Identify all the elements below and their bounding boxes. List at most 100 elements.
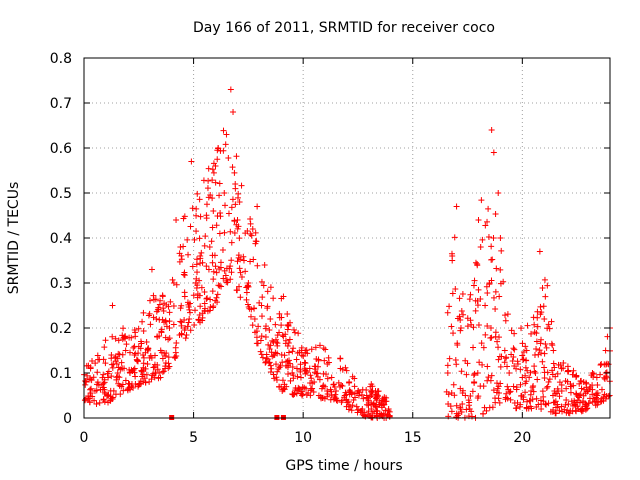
data-point — [469, 413, 476, 420]
data-point — [114, 370, 121, 377]
data-point — [185, 251, 192, 258]
data-point — [197, 319, 204, 326]
data-point — [217, 209, 224, 216]
data-point — [214, 299, 221, 306]
data-point — [291, 329, 298, 336]
data-point — [496, 399, 503, 406]
data-point — [204, 295, 211, 302]
data-point — [481, 404, 488, 411]
data-point — [367, 393, 374, 400]
data-point — [216, 180, 223, 187]
data-point — [301, 365, 308, 372]
data-point — [203, 295, 210, 302]
data-point — [311, 363, 318, 370]
data-point — [597, 398, 604, 405]
data-point — [313, 370, 320, 377]
data-point — [218, 283, 225, 290]
data-point — [173, 217, 180, 223]
data-point — [485, 234, 492, 241]
data-point — [585, 388, 592, 394]
data-point — [448, 408, 455, 415]
data-point — [214, 156, 221, 163]
data-point — [193, 228, 200, 235]
data-point — [273, 361, 280, 368]
data-point — [269, 337, 276, 344]
data-point — [348, 407, 355, 414]
data-point — [504, 383, 511, 390]
data-point — [159, 368, 166, 375]
data-point — [253, 328, 260, 335]
data-point — [486, 404, 493, 411]
data-point — [495, 190, 502, 196]
data-point — [119, 351, 126, 358]
data-point — [131, 352, 138, 358]
data-point — [166, 335, 173, 342]
data-point — [249, 226, 256, 232]
data-point — [123, 341, 130, 348]
data-point — [559, 408, 566, 415]
data-point — [368, 414, 375, 421]
data-point — [374, 393, 381, 400]
data-point — [204, 185, 211, 192]
data-point — [230, 109, 237, 115]
data-point — [508, 351, 515, 358]
data-point — [497, 280, 504, 287]
data-point — [572, 374, 579, 381]
data-point — [586, 395, 593, 402]
data-point — [247, 230, 254, 237]
x-tick-labels: 0 5 10 15 20 — [80, 430, 532, 446]
data-point — [257, 348, 264, 355]
data-point — [207, 296, 214, 303]
data-point — [293, 356, 300, 363]
data-point — [152, 369, 159, 376]
data-point — [470, 282, 477, 289]
data-point — [523, 357, 530, 364]
data-point — [137, 345, 144, 352]
data-point — [154, 361, 161, 368]
data-point — [564, 407, 571, 414]
data-point — [225, 210, 232, 217]
data-point — [302, 370, 309, 377]
data-point — [186, 306, 193, 313]
data-point — [466, 399, 473, 406]
data-point — [251, 305, 258, 312]
data-point — [496, 293, 503, 300]
data-point — [217, 264, 224, 271]
data-point — [514, 361, 521, 367]
data-point — [117, 391, 124, 398]
data-point — [210, 208, 217, 214]
data-point — [510, 383, 517, 390]
data-point — [487, 324, 494, 331]
data-point — [315, 356, 322, 363]
data-point — [198, 284, 205, 291]
data-point — [281, 352, 288, 359]
data-point — [192, 280, 199, 286]
data-point — [585, 400, 592, 407]
data-point — [324, 375, 331, 382]
data-point — [212, 179, 219, 186]
data-point — [589, 391, 596, 398]
data-point — [162, 317, 169, 324]
data-point — [203, 201, 210, 208]
data-point — [563, 409, 570, 416]
data-point — [342, 389, 349, 396]
data-point — [226, 265, 233, 272]
data-point — [160, 305, 167, 312]
data-point — [338, 399, 345, 406]
data-point — [188, 158, 195, 165]
data-point — [162, 352, 169, 359]
data-point — [571, 397, 578, 404]
data-point — [365, 397, 372, 404]
data-point — [185, 304, 192, 311]
data-point — [600, 394, 607, 401]
data-point — [458, 308, 465, 315]
data-point — [165, 354, 172, 361]
data-point — [229, 196, 236, 203]
data-point — [137, 338, 144, 345]
data-point — [251, 316, 258, 323]
data-point — [209, 252, 216, 259]
data-point — [516, 403, 523, 410]
data-point — [540, 393, 547, 400]
data-point — [567, 383, 574, 390]
data-point — [603, 374, 610, 381]
